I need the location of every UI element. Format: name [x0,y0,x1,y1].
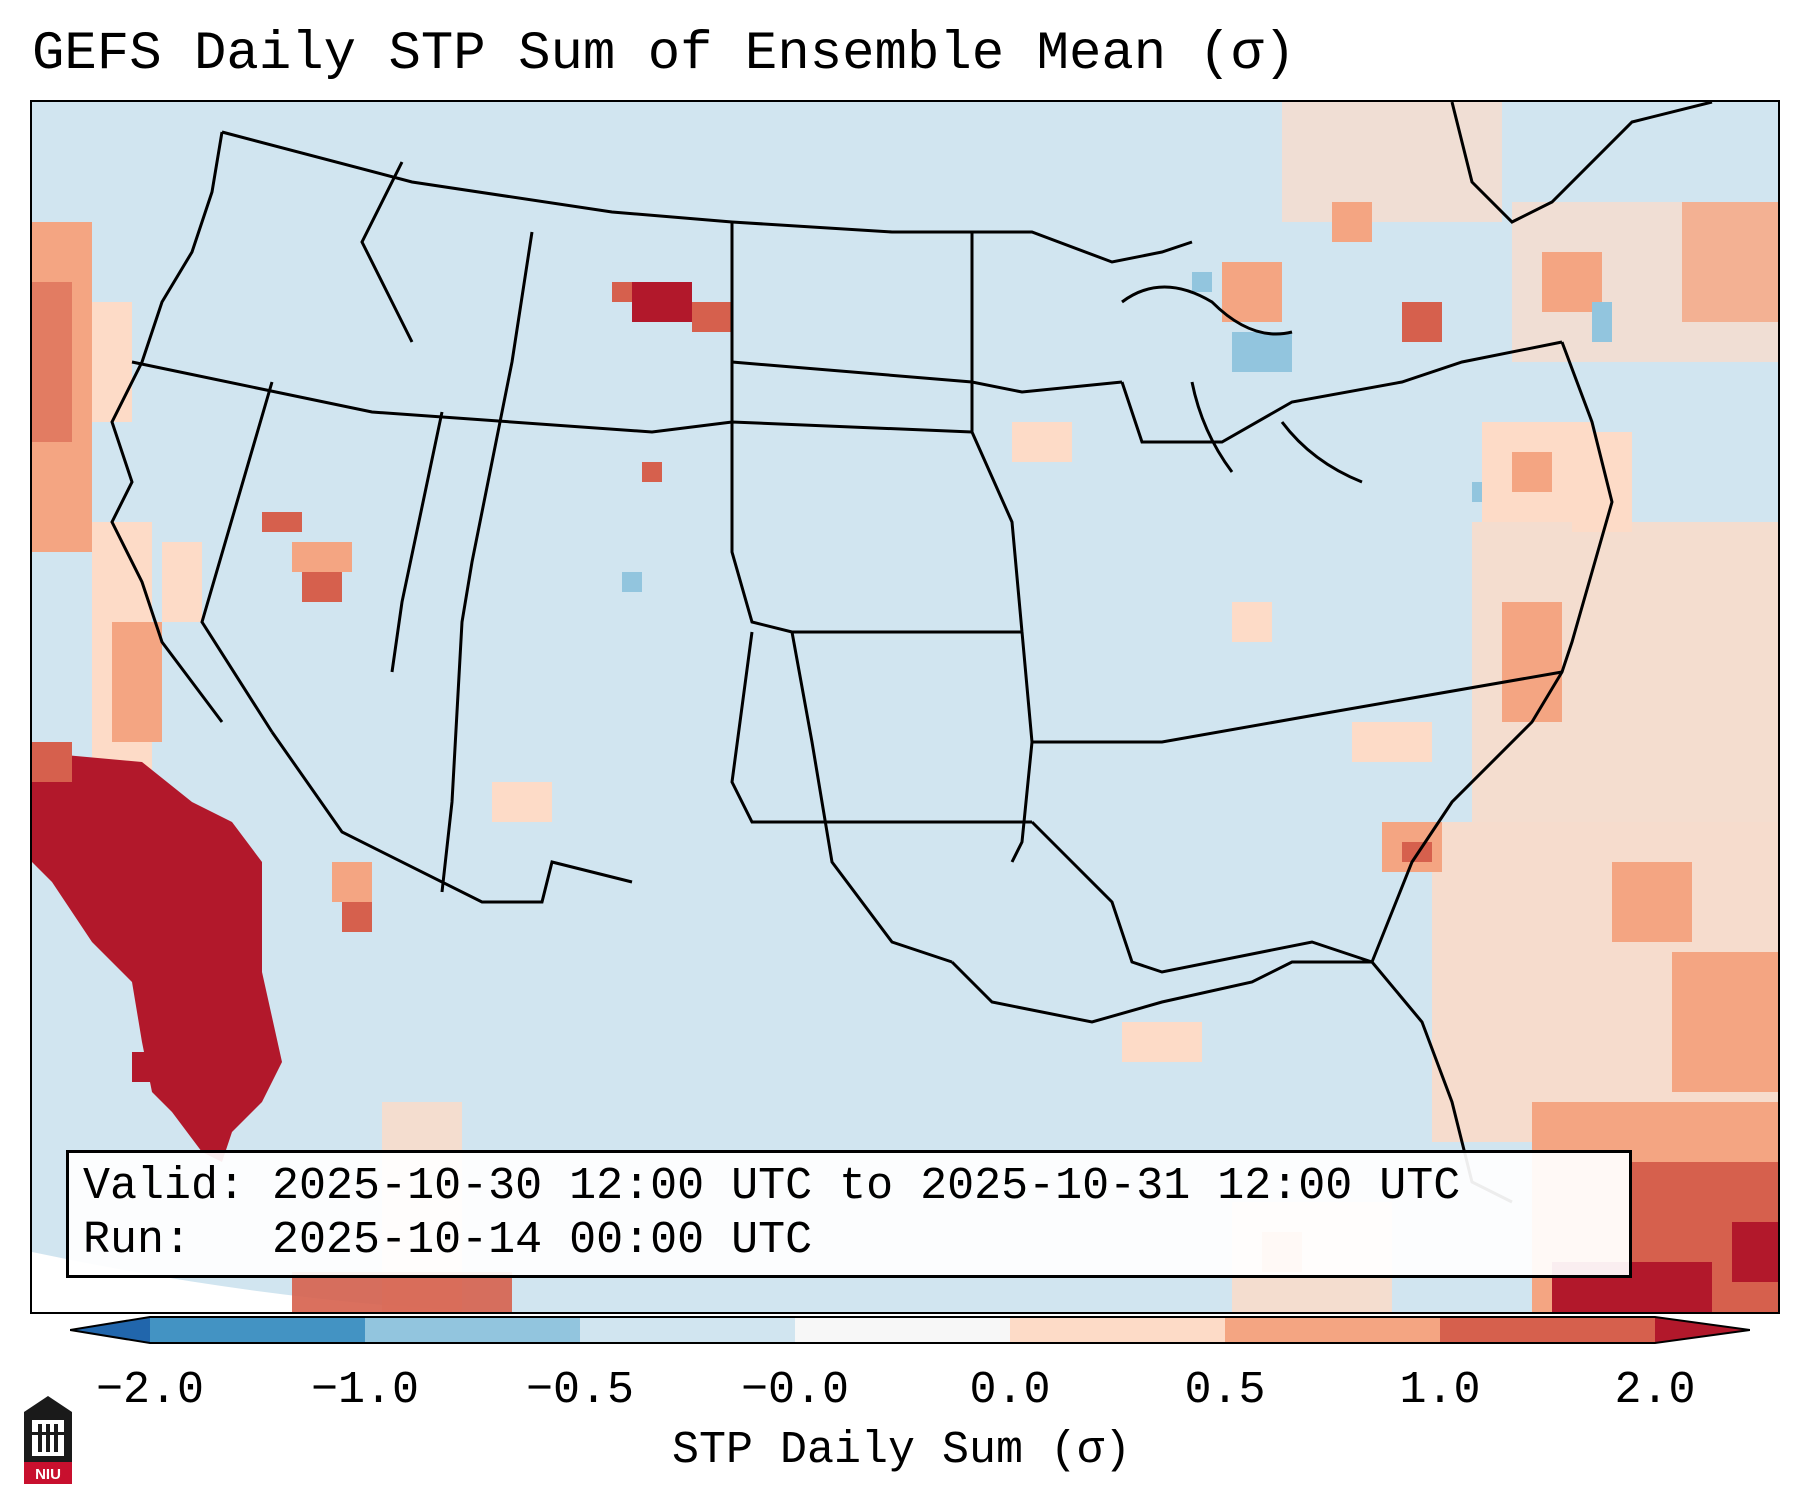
colorbar-tick: 0.5 [1184,1365,1266,1416]
colorbar-tick: −0.5 [525,1365,635,1416]
validity-info-box: Valid: 2025-10-30 12:00 UTC to 2025-10-3… [66,1150,1632,1278]
colorbar-title: STP Daily Sum (σ) [671,1425,1132,1476]
gulf-coast [950,960,1372,1024]
valid-line: Valid: 2025-10-30 12:00 UTC to 2025-10-3… [83,1161,1460,1212]
great-lakes-shore [1121,285,1293,336]
colorbar-segment-5 [1010,1317,1225,1343]
colorbar-extend-low [70,1317,150,1343]
run-label: Run: [83,1215,192,1266]
boundaries [110,102,1713,1204]
pacific-anomaly [32,222,282,1162]
colorbar-segment-4 [795,1317,1010,1343]
us-canada-border [221,130,1193,264]
stp-map [30,100,1780,1314]
map-title: GEFS Daily STP Sum of Ensemble Mean (σ) [32,24,1296,85]
run-value: 2025-10-14 00:00 UTC [272,1215,813,1266]
map-svg [32,102,1778,1312]
colorbar-segment-1 [150,1317,365,1343]
colorbar-tick: −2.0 [95,1365,205,1416]
colorbar-tick: 0.0 [969,1365,1051,1416]
colorbar-outline [70,1316,1750,1344]
colorbar-segment-3 [580,1317,795,1343]
valid-value: 2025-10-30 12:00 UTC to 2025-10-31 12:00… [272,1161,1461,1212]
colorbar-tick: 1.0 [1399,1365,1481,1416]
logo-text: NIU [35,1466,61,1483]
colorbar-segment-2 [365,1317,580,1343]
colorbar-extend-high [1655,1317,1750,1343]
colorbar-segment-6 [1225,1317,1440,1343]
colorbar-tick: −1.0 [310,1365,420,1416]
colorbar-tick: −0.0 [740,1365,850,1416]
pacific-coast [110,131,224,723]
niu-logo-icon: NIU [24,1396,72,1484]
colorbar-tick: 2.0 [1614,1365,1696,1416]
colorbar [70,1316,1750,1344]
pacific-dark-red-region [32,752,282,1162]
valid-label: Valid: [83,1161,246,1212]
colorbar-segment-7 [1440,1317,1655,1343]
run-line: Run: 2025-10-14 00:00 UTC [83,1215,812,1266]
domain-edge [32,1252,483,1312]
